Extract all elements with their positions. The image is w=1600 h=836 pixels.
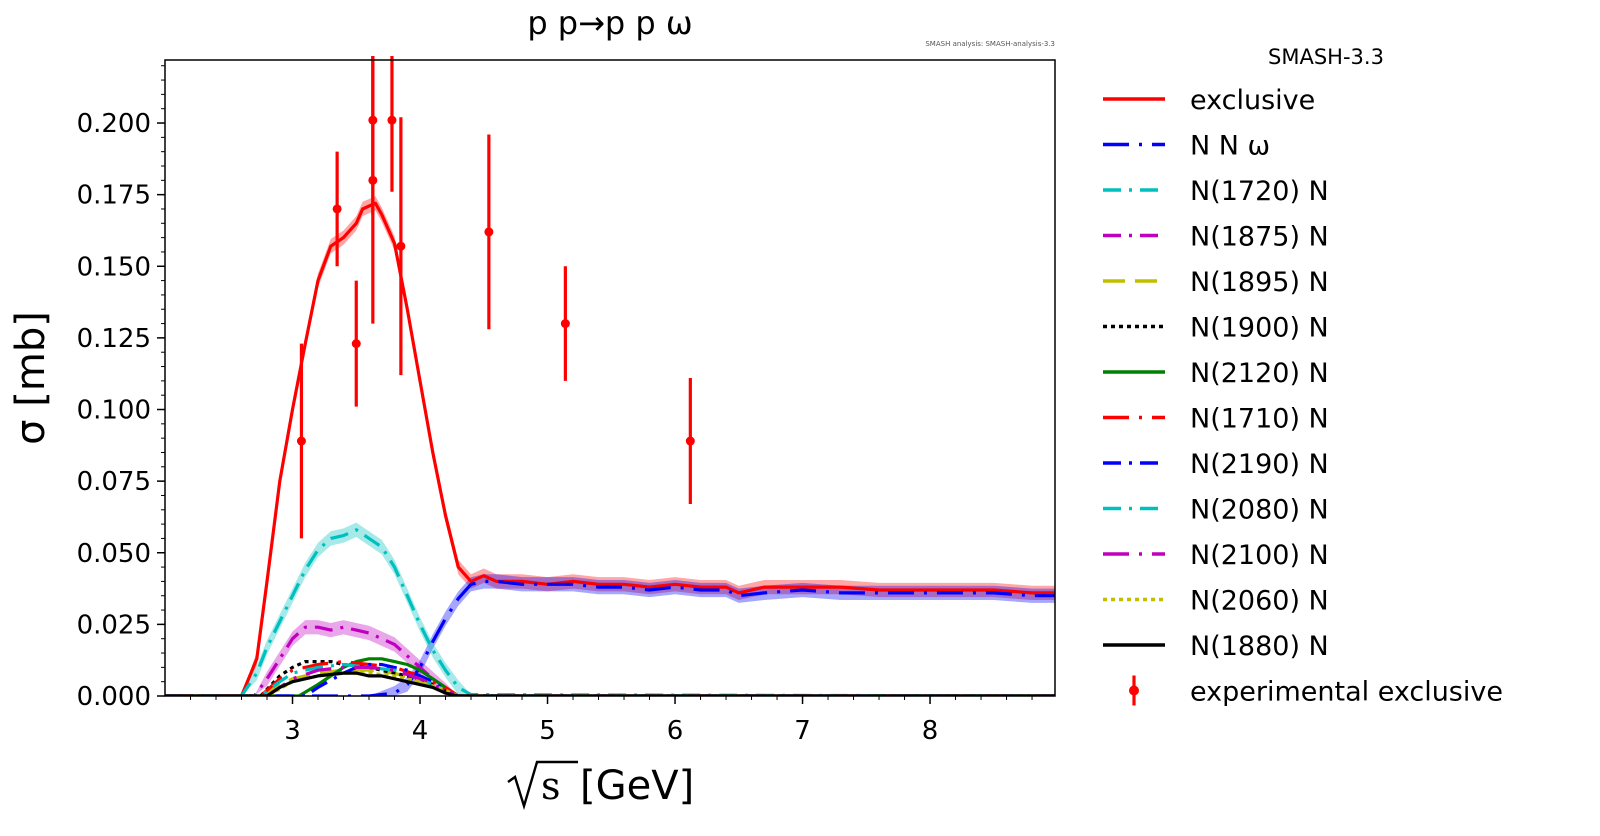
legend-label: N(1875) N bbox=[1190, 222, 1329, 253]
x-tick-label: 6 bbox=[667, 716, 684, 746]
legend-label: N(2080) N bbox=[1190, 495, 1329, 526]
x-tick-label: 7 bbox=[794, 716, 811, 746]
legend-label: N(2190) N bbox=[1190, 449, 1329, 480]
data-point bbox=[484, 227, 494, 237]
legend-label: N(1720) N bbox=[1190, 176, 1329, 207]
data-point bbox=[396, 241, 406, 251]
legend-label: N(2060) N bbox=[1190, 586, 1329, 617]
legend-label: N(2100) N bbox=[1190, 540, 1329, 571]
y-tick-label: 0.025 bbox=[77, 610, 151, 640]
series-line bbox=[165, 201, 1055, 696]
y-tick-label: 0.075 bbox=[77, 467, 151, 497]
legend-label: N(1895) N bbox=[1190, 267, 1329, 298]
legend-label: N(1900) N bbox=[1190, 313, 1329, 344]
experimental-points bbox=[296, 56, 695, 539]
legend-label: N N ω bbox=[1190, 131, 1270, 162]
series-line bbox=[165, 660, 1055, 696]
legend-label: N(1880) N bbox=[1190, 631, 1329, 662]
y-tick-label: 0.100 bbox=[77, 396, 151, 426]
legend-label: N(2120) N bbox=[1190, 358, 1329, 389]
series-line bbox=[165, 662, 1055, 696]
y-tick-label: 0.200 bbox=[77, 109, 151, 139]
x-tick-label: 5 bbox=[539, 716, 556, 746]
data-point bbox=[332, 204, 342, 214]
series-line bbox=[165, 657, 1055, 696]
legend-title: SMASH-3.3 bbox=[1268, 45, 1384, 69]
x-axis-unit: [GeV] bbox=[580, 763, 694, 809]
plot-frame bbox=[164, 59, 1056, 697]
uncertainty-bands bbox=[165, 196, 1055, 696]
uncertainty-band bbox=[165, 196, 1055, 696]
legend-label: exclusive bbox=[1190, 85, 1315, 116]
data-point bbox=[368, 175, 378, 185]
chart-title: p p→p p ω bbox=[527, 4, 692, 42]
uncertainty-band bbox=[165, 620, 1055, 696]
y-tick-label: 0.175 bbox=[77, 181, 151, 211]
series-line bbox=[165, 660, 1055, 696]
x-tick-label: 3 bbox=[284, 716, 301, 746]
y-tick-label: 0.000 bbox=[77, 682, 151, 712]
y-axis-title: σ [mb] bbox=[8, 311, 54, 445]
sqrt-symbol bbox=[507, 760, 578, 811]
series-line bbox=[165, 668, 1055, 696]
analysis-note: SMASH analysis: SMASH-analysis-3.3 bbox=[925, 40, 1055, 48]
series-line bbox=[165, 625, 1055, 696]
data-point bbox=[351, 339, 361, 349]
x-axis-symbol: s bbox=[541, 764, 561, 808]
uncertainty-band bbox=[165, 574, 1055, 696]
y-tick-label: 0.150 bbox=[77, 252, 151, 282]
legend-label: experimental exclusive bbox=[1190, 677, 1503, 708]
y-tick-label: 0.125 bbox=[77, 324, 151, 354]
series-lines bbox=[165, 201, 1055, 696]
y-tick-label: 0.050 bbox=[77, 539, 151, 569]
data-point bbox=[296, 436, 306, 446]
legend: SMASH-3.3 exclusive N N ω N(1720) N N(1875)… bbox=[1103, 45, 1503, 708]
y-axis: 0.000 0.025 0.050 0.075 0.100 0.125 0.150 0.175… bbox=[77, 65, 165, 712]
x-axis-title: s [GeV] bbox=[507, 760, 694, 811]
x-tick-label: 8 bbox=[922, 716, 939, 746]
series-line bbox=[165, 579, 1055, 696]
series-line bbox=[165, 671, 1055, 696]
uncertainty-band bbox=[165, 522, 1055, 696]
data-point bbox=[685, 436, 695, 446]
x-tick-label: 4 bbox=[412, 716, 429, 746]
data-point bbox=[387, 115, 397, 125]
data-point bbox=[560, 319, 570, 329]
legend-label: N(1710) N bbox=[1190, 404, 1329, 435]
x-axis: 3 4 5 6 7 8 bbox=[190, 696, 1033, 746]
series-line bbox=[165, 528, 1055, 696]
legend-marker bbox=[1129, 685, 1139, 696]
